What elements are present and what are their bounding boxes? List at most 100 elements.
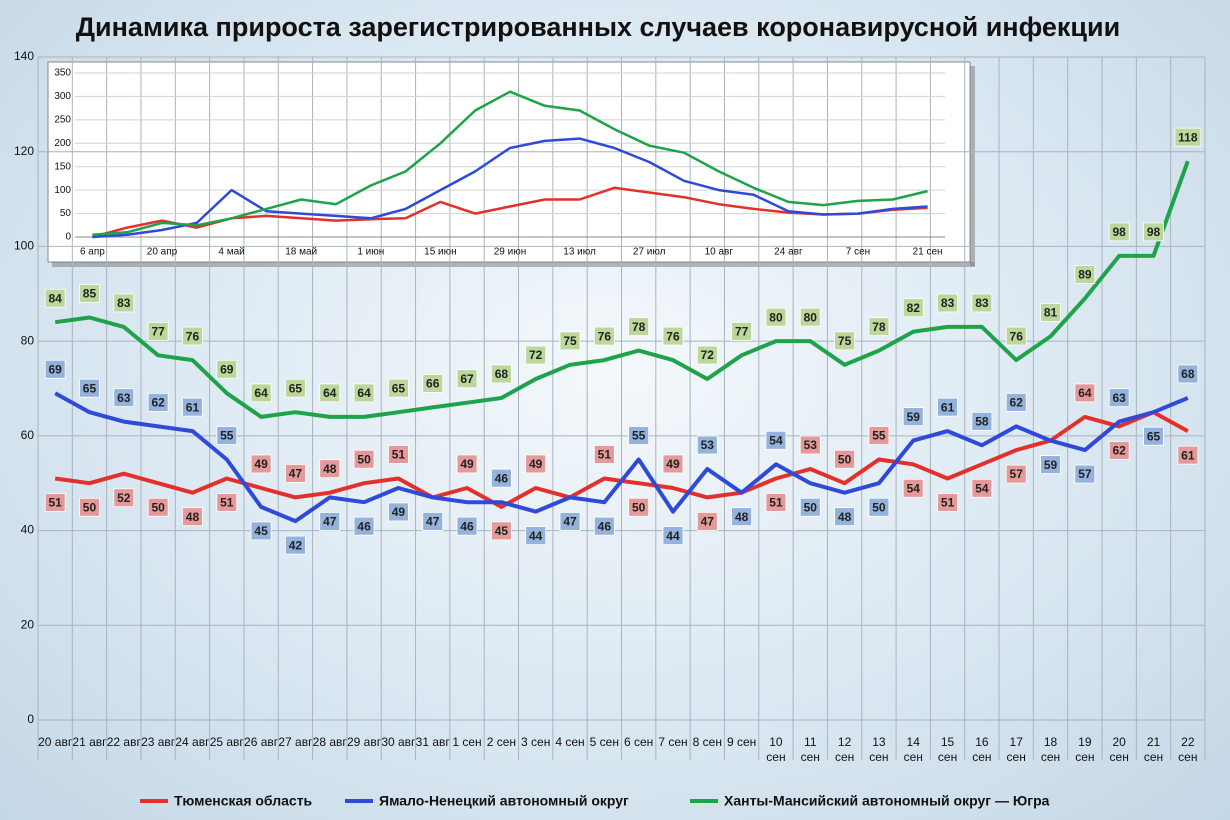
data-label-box [593, 516, 615, 536]
data-label-box [422, 512, 444, 531]
data-label: 55 [632, 429, 646, 443]
data-label: 46 [598, 519, 612, 533]
data-label-box [525, 345, 547, 365]
x-tick-label: 20 сен [1109, 735, 1129, 764]
x-tick-label: 10 сен [766, 735, 786, 764]
data-label: 62 [1010, 396, 1024, 410]
y-tick-label: 120 [14, 144, 34, 158]
x-tick-label: 2 сен [486, 735, 517, 749]
legend-label: Ханты-Мансийский автономный округ — Югра [724, 793, 1050, 809]
data-label: 68 [1181, 367, 1195, 381]
series-line [92, 90, 928, 236]
data-label-box [79, 497, 100, 517]
series-line [92, 137, 928, 239]
data-label: 46 [495, 471, 509, 485]
y-tick-label: 0 [65, 232, 71, 243]
data-label-box [559, 512, 581, 531]
data-label: 54 [769, 433, 783, 447]
data-label: 65 [392, 381, 406, 395]
data-label-box [662, 454, 684, 474]
data-label-box [525, 526, 547, 546]
data-label-box [353, 383, 375, 403]
data-label: 67 [460, 372, 474, 386]
x-tick-label: 10 авг [705, 247, 734, 258]
x-tick-label: 15 сен [937, 735, 958, 764]
x-tick-label: 6 сен [624, 735, 654, 749]
data-label-box [1074, 383, 1096, 403]
data-label-box [1074, 265, 1096, 284]
data-label-box [834, 449, 856, 469]
data-label: 51 [598, 448, 612, 462]
data-label: 77 [735, 325, 749, 339]
data-label-box [285, 535, 306, 555]
y-tick-label: 60 [21, 428, 35, 442]
x-tick-label: 16 сен [972, 735, 992, 764]
data-label-box [147, 497, 169, 517]
data-label: 72 [529, 348, 543, 362]
data-label-box [182, 326, 203, 346]
data-label-box [799, 497, 821, 517]
x-tick-label: 4 сен [555, 735, 585, 749]
data-label-box [971, 478, 993, 498]
data-label: 78 [632, 320, 646, 334]
x-tick-label: 23 авг [141, 735, 176, 749]
data-label: 49 [392, 505, 406, 519]
data-label: 76 [1010, 329, 1024, 343]
data-label-box [1143, 426, 1164, 446]
data-label: 64 [357, 386, 371, 400]
data-label-box [696, 435, 718, 455]
data-label-box [113, 488, 135, 508]
data-label: 53 [804, 438, 818, 452]
x-tick-label: 15 июн [424, 247, 457, 258]
legend-label: Тюменская область [174, 793, 313, 809]
data-label: 52 [117, 491, 131, 505]
data-label: 80 [804, 310, 818, 324]
data-label-box [1074, 464, 1096, 484]
data-label: 64 [254, 386, 268, 400]
data-label-box [765, 307, 787, 327]
data-label: 50 [151, 500, 165, 514]
data-label: 80 [769, 310, 783, 324]
data-label: 50 [838, 452, 852, 466]
data-label-box [696, 345, 718, 365]
data-label: 75 [838, 334, 852, 348]
x-tick-label: 26 авг [244, 735, 279, 749]
data-label-box [216, 493, 238, 512]
data-label-box [696, 512, 718, 531]
y-tick-label: 250 [54, 114, 71, 125]
data-label-box [319, 459, 341, 479]
x-tick-label: 24 авг [774, 247, 803, 258]
chart-title: Динамика прироста зарегистрированных слу… [75, 12, 1121, 42]
data-label-box [319, 512, 341, 531]
data-label-box [387, 378, 409, 398]
data-label: 63 [1113, 391, 1127, 405]
data-label-box [628, 317, 650, 337]
data-label-box [937, 493, 958, 512]
data-label: 118 [1178, 130, 1198, 144]
x-tick-label: 7 сен [658, 735, 688, 749]
data-label: 62 [151, 396, 165, 410]
data-label-box [353, 449, 375, 469]
inset-shadow [52, 262, 975, 267]
data-label: 50 [804, 500, 818, 514]
y-tick-label: 20 [21, 617, 35, 631]
data-label-box [799, 307, 821, 327]
data-label-box [490, 468, 512, 488]
data-label-box [44, 288, 66, 308]
y-tick-label: 140 [14, 49, 34, 63]
data-label-box [285, 464, 306, 483]
data-label-box [285, 378, 306, 398]
data-label-box [1143, 222, 1164, 242]
data-label: 83 [117, 296, 131, 310]
plot-0: 0 20 40 60 80 100 120 140 51 50 52 50 48 51 49 47 48 50 51… [14, 49, 1206, 760]
data-label-box [937, 397, 958, 417]
data-label: 78 [872, 320, 886, 334]
x-tick-label: 29 июн [494, 247, 527, 258]
data-label-box [353, 516, 375, 536]
x-tick-label: 21 сен [1143, 735, 1164, 764]
data-label: 47 [289, 467, 303, 481]
x-tick-label: 6 апр [80, 247, 105, 258]
data-label: 98 [1113, 225, 1127, 239]
data-label-box [731, 507, 753, 527]
data-label: 50 [83, 500, 97, 514]
